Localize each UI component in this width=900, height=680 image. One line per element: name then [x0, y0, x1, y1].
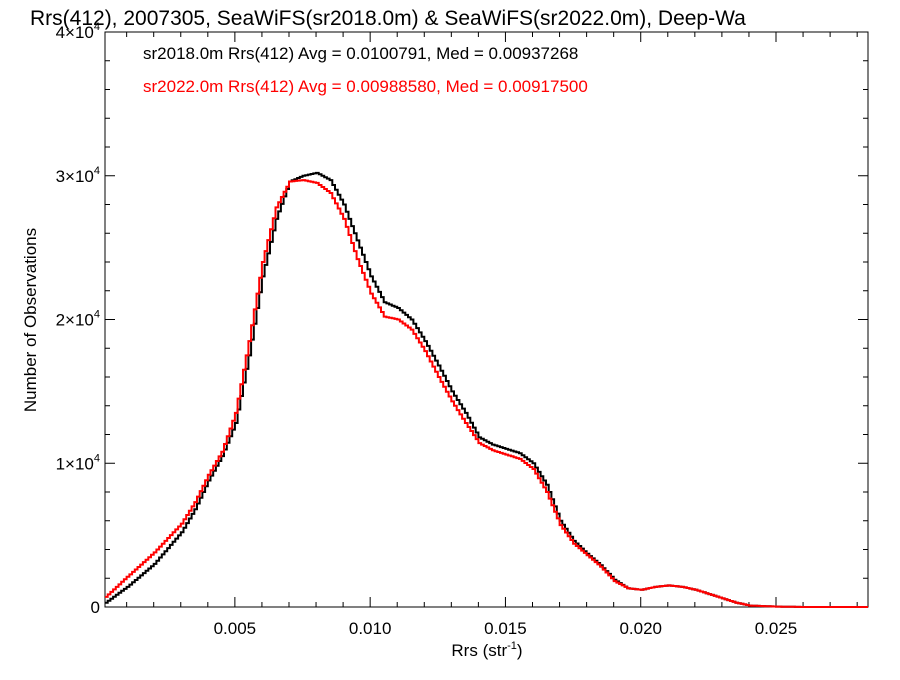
annotation-sr2022: sr2022.0m Rrs(412) Avg = 0.00988580, Med…	[143, 77, 588, 96]
plot-frame	[104, 31, 869, 608]
x-tick-label: 0.015	[484, 619, 527, 638]
y-axis-label: Number of Observations	[21, 228, 40, 412]
series-layer	[105, 171, 868, 608]
x-tick-label: 0.005	[214, 619, 257, 638]
x-axis-ticks: 0.005 0.010 0.015 0.020 0.025	[126, 32, 858, 638]
chart-title: Rrs(412), 2007305, SeaWiFS(sr2018.0m) & …	[30, 7, 746, 30]
y-axis-ticks: 0 1×104 2×104 3×104 4×104	[56, 21, 868, 617]
plot-border	[104, 31, 869, 608]
x-axis-label: Rrs (str-1)	[451, 640, 522, 660]
y-tick-label: 0	[91, 598, 100, 617]
x-tick-label: 0.025	[755, 619, 798, 638]
y-tick-label: 3×104	[56, 165, 100, 186]
series-line-sr2022	[105, 179, 868, 608]
x-tick-label: 0.010	[349, 619, 392, 638]
y-tick-label: 1×104	[56, 452, 100, 473]
annotation-sr2018: sr2018.0m Rrs(412) Avg = 0.0100791, Med …	[143, 44, 578, 63]
series-line-sr2018	[105, 171, 868, 608]
y-tick-label: 4×104	[56, 21, 100, 42]
x-tick-label: 0.020	[619, 619, 662, 638]
y-tick-label: 2×104	[56, 309, 100, 330]
